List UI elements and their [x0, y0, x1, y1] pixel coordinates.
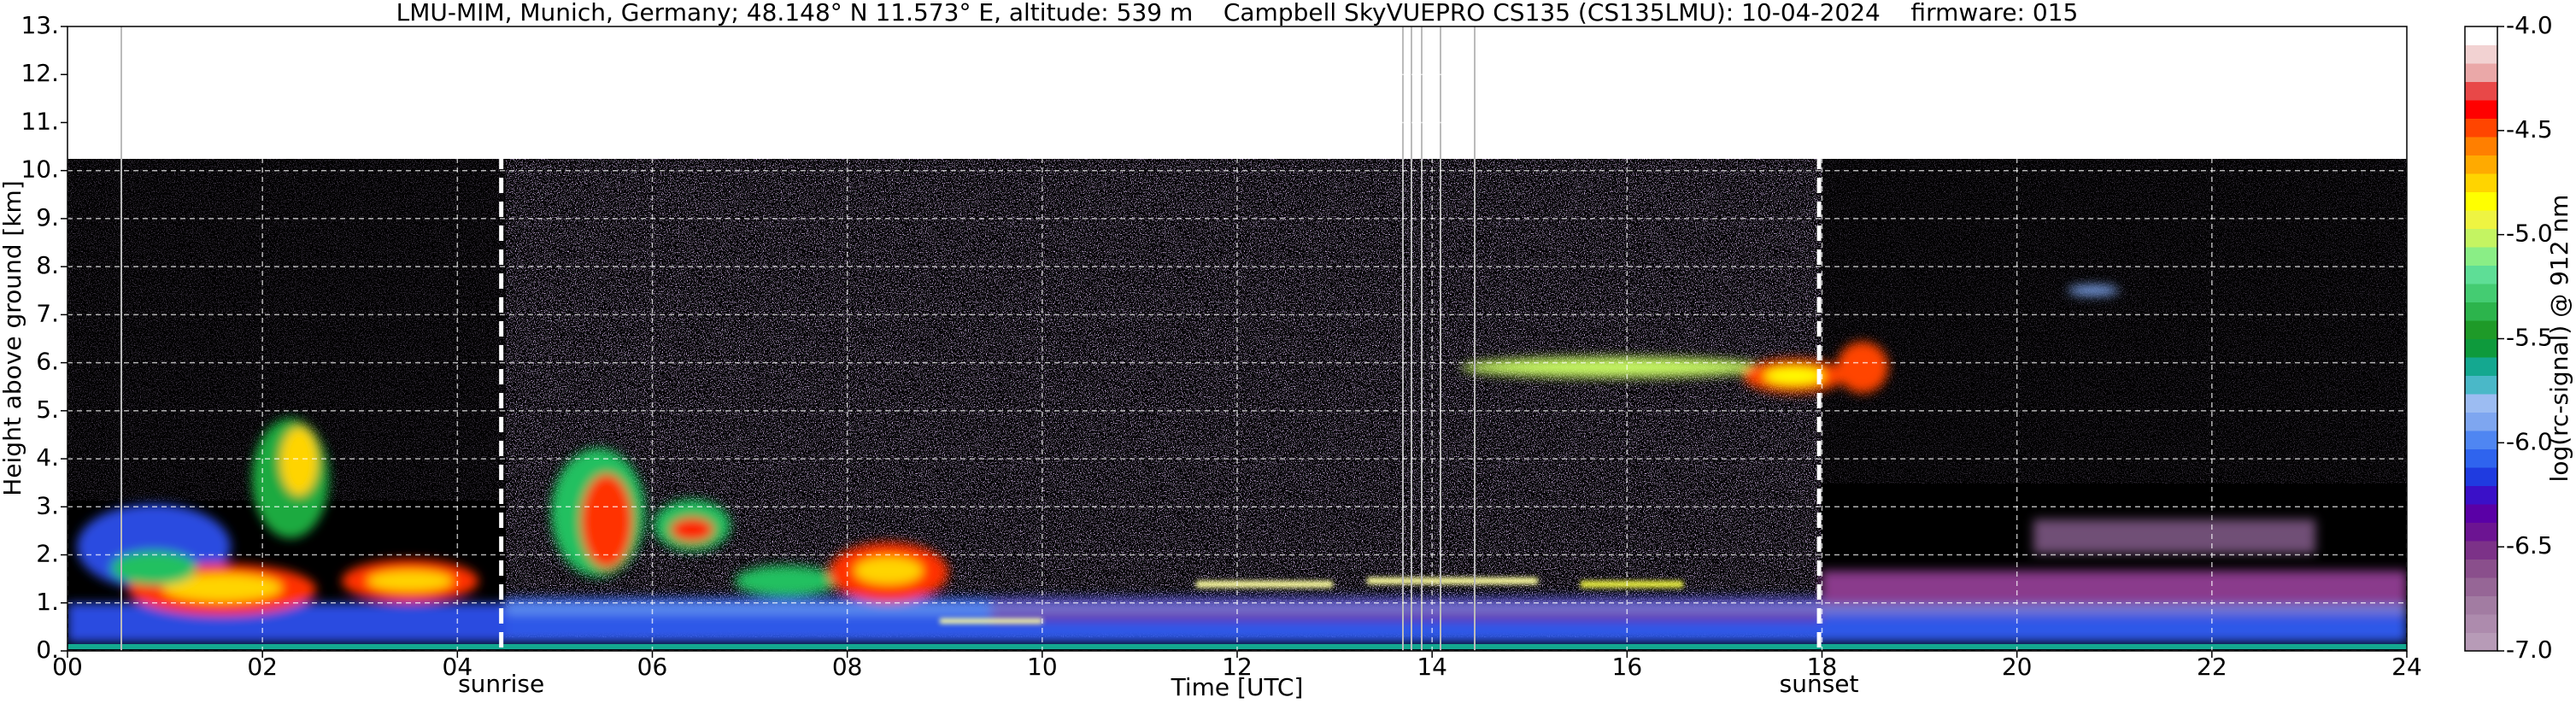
colorbar-band — [2465, 614, 2497, 633]
x-tick-label: 20 — [2002, 653, 2033, 681]
y-axis-label: Height above ground [km] — [0, 180, 26, 496]
y-tick-label: 1. — [36, 588, 59, 616]
colorbar-band — [2465, 26, 2497, 45]
colorbar-tick-label: -7.0 — [2506, 636, 2553, 664]
noise-speckle — [1822, 159, 2407, 483]
colorbar-band — [2465, 431, 2497, 449]
x-tick-label: 06 — [637, 653, 668, 681]
colorbar-band — [2465, 81, 2497, 101]
y-tick-label: 0. — [36, 636, 59, 664]
y-tick-label: 8. — [36, 251, 59, 279]
colorbar-band — [2465, 448, 2497, 468]
x-tick-label: 12 — [1222, 653, 1253, 681]
colorbar-tick-label: -4.0 — [2506, 11, 2553, 39]
colorbar-band — [2465, 228, 2497, 248]
instrument-gaps — [120, 26, 1476, 651]
y-tick-label: 11. — [21, 107, 59, 135]
plot-frame — [67, 26, 2408, 652]
colorbar-band — [2465, 44, 2497, 64]
colorbar-band — [2465, 320, 2497, 339]
x-axis-label: Time [UTC] — [1171, 673, 1304, 701]
colorbar-band — [2465, 100, 2497, 119]
colorbar-band — [2465, 595, 2497, 615]
annotation-label: sunrise — [458, 670, 544, 698]
colorbar-band — [2465, 118, 2497, 138]
x-tick-label: 24 — [2391, 653, 2422, 681]
colorbar-tick-label: -4.5 — [2506, 115, 2553, 144]
colorbar-band — [2465, 467, 2497, 486]
colorbar-tick-label: -5.0 — [2506, 220, 2553, 248]
y-tick-label: 7. — [36, 299, 59, 327]
colorbar-band — [2465, 485, 2497, 505]
x-tick-label: 14 — [1417, 653, 1447, 681]
colorbar-band — [2465, 412, 2497, 431]
colorbar-tick-label: -6.0 — [2506, 427, 2553, 455]
colorbar-band — [2465, 210, 2497, 229]
colorbar-band — [2465, 137, 2497, 155]
x-tick-label: 16 — [1612, 653, 1643, 681]
colorbar-band — [2465, 155, 2497, 174]
cloud-tops — [940, 577, 1683, 624]
x-tick-label: 02 — [247, 653, 278, 681]
colorbar-band — [2465, 541, 2497, 560]
annotation-label: sunset — [1780, 670, 1859, 698]
x-tick-label: 10 — [1027, 653, 1058, 681]
colorbar-band — [2465, 63, 2497, 82]
colorbar-band — [2465, 284, 2497, 302]
colorbar-band — [2465, 504, 2497, 523]
colorbar-tick-label: -6.5 — [2506, 531, 2553, 560]
colorbar-band — [2465, 173, 2497, 192]
y-tick-label: 13. — [21, 11, 59, 39]
colorbar-band — [2465, 191, 2497, 211]
y-tick-label: 4. — [36, 443, 59, 472]
colorbar-band — [2465, 632, 2497, 652]
x-tick-label: 00 — [52, 653, 83, 681]
y-tick-label: 12. — [21, 59, 59, 87]
y-tick-label: 3. — [36, 491, 59, 519]
colorbar-band — [2465, 577, 2497, 596]
aerosol-layers — [67, 285, 2407, 642]
colorbar-band — [2465, 265, 2497, 284]
colorbar-band — [2465, 394, 2497, 413]
noise-speckle — [506, 159, 1822, 637]
colorbar-band — [2465, 522, 2497, 542]
chart-title: LMU-MIM, Munich, Germany; 48.148° N 11.5… — [396, 0, 2079, 26]
x-tick-label: 18 — [1807, 653, 1838, 681]
y-tick-label: 9. — [36, 203, 59, 231]
y-tick-label: 2. — [36, 540, 59, 568]
colorbar-band — [2465, 559, 2497, 578]
x-tick-label: 08 — [832, 653, 863, 681]
y-tick-label: 5. — [36, 396, 59, 424]
colorbar-band — [2465, 338, 2497, 358]
x-tick-label: 04 — [443, 653, 473, 681]
colorbar-band — [2465, 357, 2497, 376]
y-tick-label: 10. — [21, 155, 59, 184]
colorbar-band — [2465, 375, 2497, 395]
colorbar-band — [2465, 247, 2497, 266]
colorbar-label: log(rc-signal) @ 912 nm — [2545, 195, 2573, 483]
y-tick-label: 6. — [36, 348, 59, 376]
x-tick-label: 22 — [2197, 653, 2227, 681]
colorbar-tick-label: -5.5 — [2506, 324, 2553, 352]
colorbar-band — [2465, 302, 2497, 321]
